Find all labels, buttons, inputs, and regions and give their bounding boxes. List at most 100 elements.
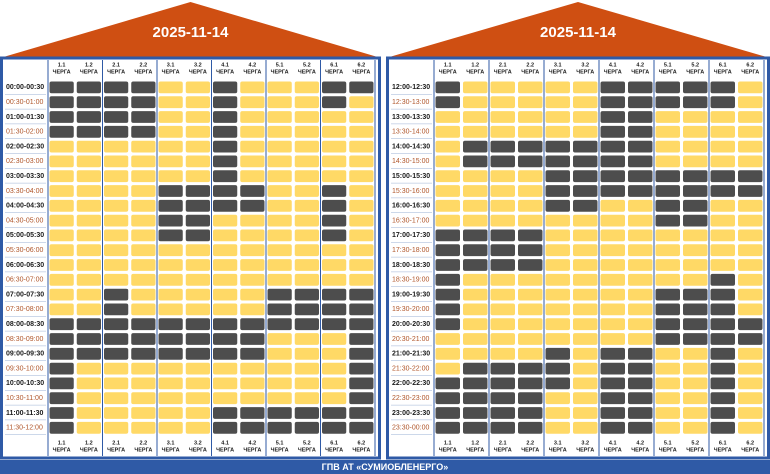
cell (49, 273, 74, 286)
cell (628, 185, 653, 197)
cell (490, 303, 515, 316)
cell (349, 96, 374, 109)
time-label: 16:00-16:30 (392, 203, 430, 210)
cell (738, 185, 763, 197)
cell (267, 273, 292, 286)
cell (213, 111, 238, 123)
queue-label: 4.2 (249, 62, 257, 68)
cell (683, 347, 708, 360)
cell (158, 303, 183, 316)
cell (600, 333, 625, 345)
queue-label: 4.1 (221, 62, 229, 68)
cell (76, 155, 101, 168)
time-label: 01:00-01:30 (6, 114, 44, 121)
cell (710, 214, 735, 227)
cell (349, 244, 374, 257)
cell (573, 81, 598, 94)
cell (490, 273, 515, 286)
time-label: 20:30-21:00 (392, 336, 429, 343)
cell (49, 170, 74, 183)
queue-label: 1.1 (444, 440, 452, 446)
cell (628, 259, 653, 271)
queue-label: 2.1 (499, 440, 507, 446)
cell (240, 303, 265, 316)
cell (628, 81, 653, 94)
cell (463, 185, 488, 197)
queue-word: ЧЕРГА (549, 69, 567, 75)
queue-word: ЧЕРГА (189, 69, 207, 75)
cell (545, 407, 570, 419)
cell (240, 347, 265, 360)
cell (545, 318, 570, 331)
cell (104, 362, 129, 375)
cell (463, 125, 488, 138)
cell (240, 199, 265, 212)
cell (322, 96, 347, 109)
cell (131, 111, 156, 123)
cell (490, 140, 515, 153)
cell (518, 229, 543, 242)
time-label: 14:00-14:30 (392, 143, 430, 150)
cell (463, 170, 488, 183)
cell (185, 362, 210, 375)
cell (267, 259, 292, 271)
cell (158, 244, 183, 257)
cell (49, 214, 74, 227)
cell (683, 170, 708, 183)
cell (600, 347, 625, 360)
cell (322, 288, 347, 301)
cell (213, 288, 238, 301)
time-label: 21:00-21:30 (392, 351, 430, 358)
cell (158, 229, 183, 242)
cell (463, 229, 488, 242)
cell (49, 111, 74, 123)
cell (240, 140, 265, 153)
cell (683, 81, 708, 94)
cell (49, 407, 74, 419)
queue-label: 2.1 (112, 440, 120, 446)
cell (213, 155, 238, 168)
cell (131, 125, 156, 138)
cell (710, 111, 735, 123)
cell (213, 303, 238, 316)
cell (185, 273, 210, 286)
cell (628, 288, 653, 301)
cell (545, 229, 570, 242)
cell (600, 362, 625, 375)
cell (104, 125, 129, 138)
cell (600, 318, 625, 331)
cell (710, 392, 735, 405)
cell (628, 347, 653, 360)
cell (322, 273, 347, 286)
cell (294, 96, 319, 109)
queue-word: ЧЕРГА (216, 69, 234, 75)
cell (628, 303, 653, 316)
cell (738, 140, 763, 153)
queue-word: ЧЕРГА (439, 447, 457, 453)
cell (600, 214, 625, 227)
cell (104, 273, 129, 286)
queue-label: 5.1 (664, 440, 672, 446)
cell (294, 273, 319, 286)
cell (573, 170, 598, 183)
cell (322, 111, 347, 123)
queue-label: 5.2 (303, 62, 311, 68)
queue-label: 4.1 (221, 440, 229, 446)
cell (600, 81, 625, 94)
time-label: 11:30-12:00 (6, 425, 43, 432)
cell (240, 81, 265, 94)
cell (683, 273, 708, 286)
time-label: 13:30-14:00 (392, 129, 429, 136)
time-label: 22:00-22:30 (392, 380, 430, 387)
cell (683, 140, 708, 153)
cell (738, 244, 763, 257)
cell (267, 288, 292, 301)
cell (655, 229, 680, 242)
cell (240, 170, 265, 183)
cell (240, 273, 265, 286)
cell (104, 318, 129, 331)
queue-label: 2.1 (499, 62, 507, 68)
cell (490, 362, 515, 375)
time-label: 03:00-03:30 (6, 173, 44, 180)
cell (294, 229, 319, 242)
